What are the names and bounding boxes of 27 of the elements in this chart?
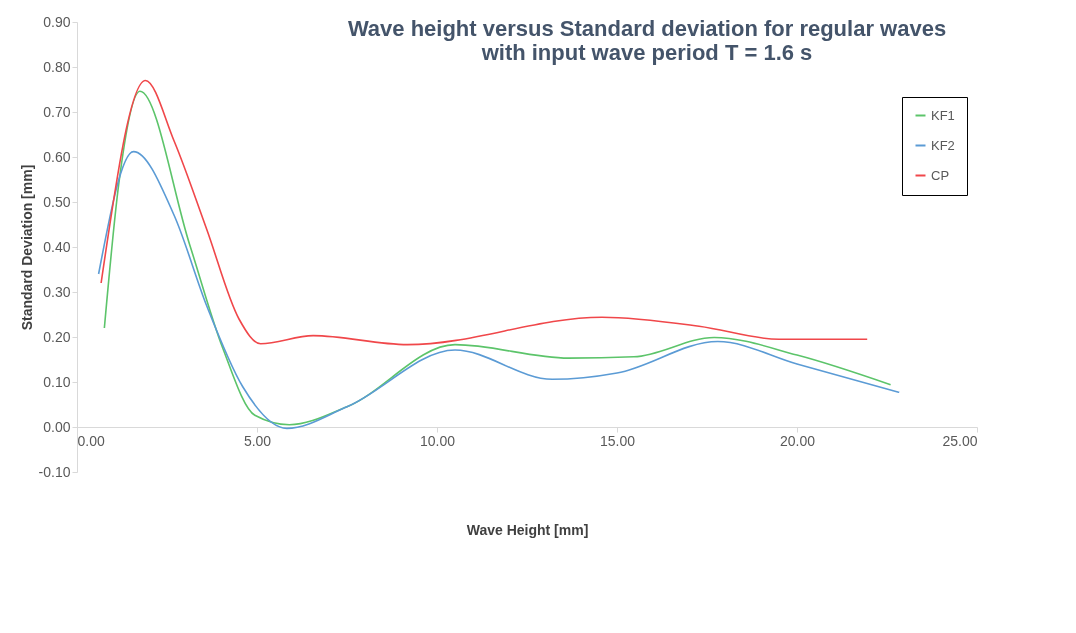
y-tick-label: 0.40 [43, 238, 71, 255]
y-tick-label: 0.10 [43, 373, 71, 390]
y-tick-label: 0.90 [43, 13, 71, 30]
y-tick-label: 0.50 [43, 193, 71, 210]
text: Wave height versus Standard deviation for regular waves [347, 16, 947, 41]
y-tick-label: 0.70 [43, 103, 71, 120]
x-tick-label: 20.00 [779, 432, 816, 449]
legend-label: KF1 [931, 107, 955, 123]
x-tick-label: 0.00 [77, 432, 105, 449]
y-tick-label: 0.30 [43, 283, 71, 300]
y-tick-label: 0.00 [43, 418, 71, 435]
y-axis-title: Standard Deviation [mm] [18, 164, 35, 331]
x-tick-label: 25.00 [942, 432, 978, 449]
y-tick-label: 0.80 [43, 58, 71, 75]
text: with input wave period T = 1.6 s [481, 40, 813, 65]
y-tick-label: -0.10 [38, 463, 71, 480]
y-tick-label: 0.20 [43, 328, 71, 345]
y-tick-label: 0.60 [43, 148, 71, 165]
line-series [100, 79, 868, 346]
line-series [97, 150, 901, 430]
legend-label: CP [931, 167, 950, 183]
legend-label: KF2 [931, 137, 955, 153]
x-axis-title: Wave Height [mm] [466, 521, 589, 538]
line-series [103, 90, 892, 426]
x-tick-label: 15.00 [599, 432, 636, 449]
x-tick-label: 10.00 [419, 432, 456, 449]
x-tick-label: 5.00 [243, 432, 272, 449]
